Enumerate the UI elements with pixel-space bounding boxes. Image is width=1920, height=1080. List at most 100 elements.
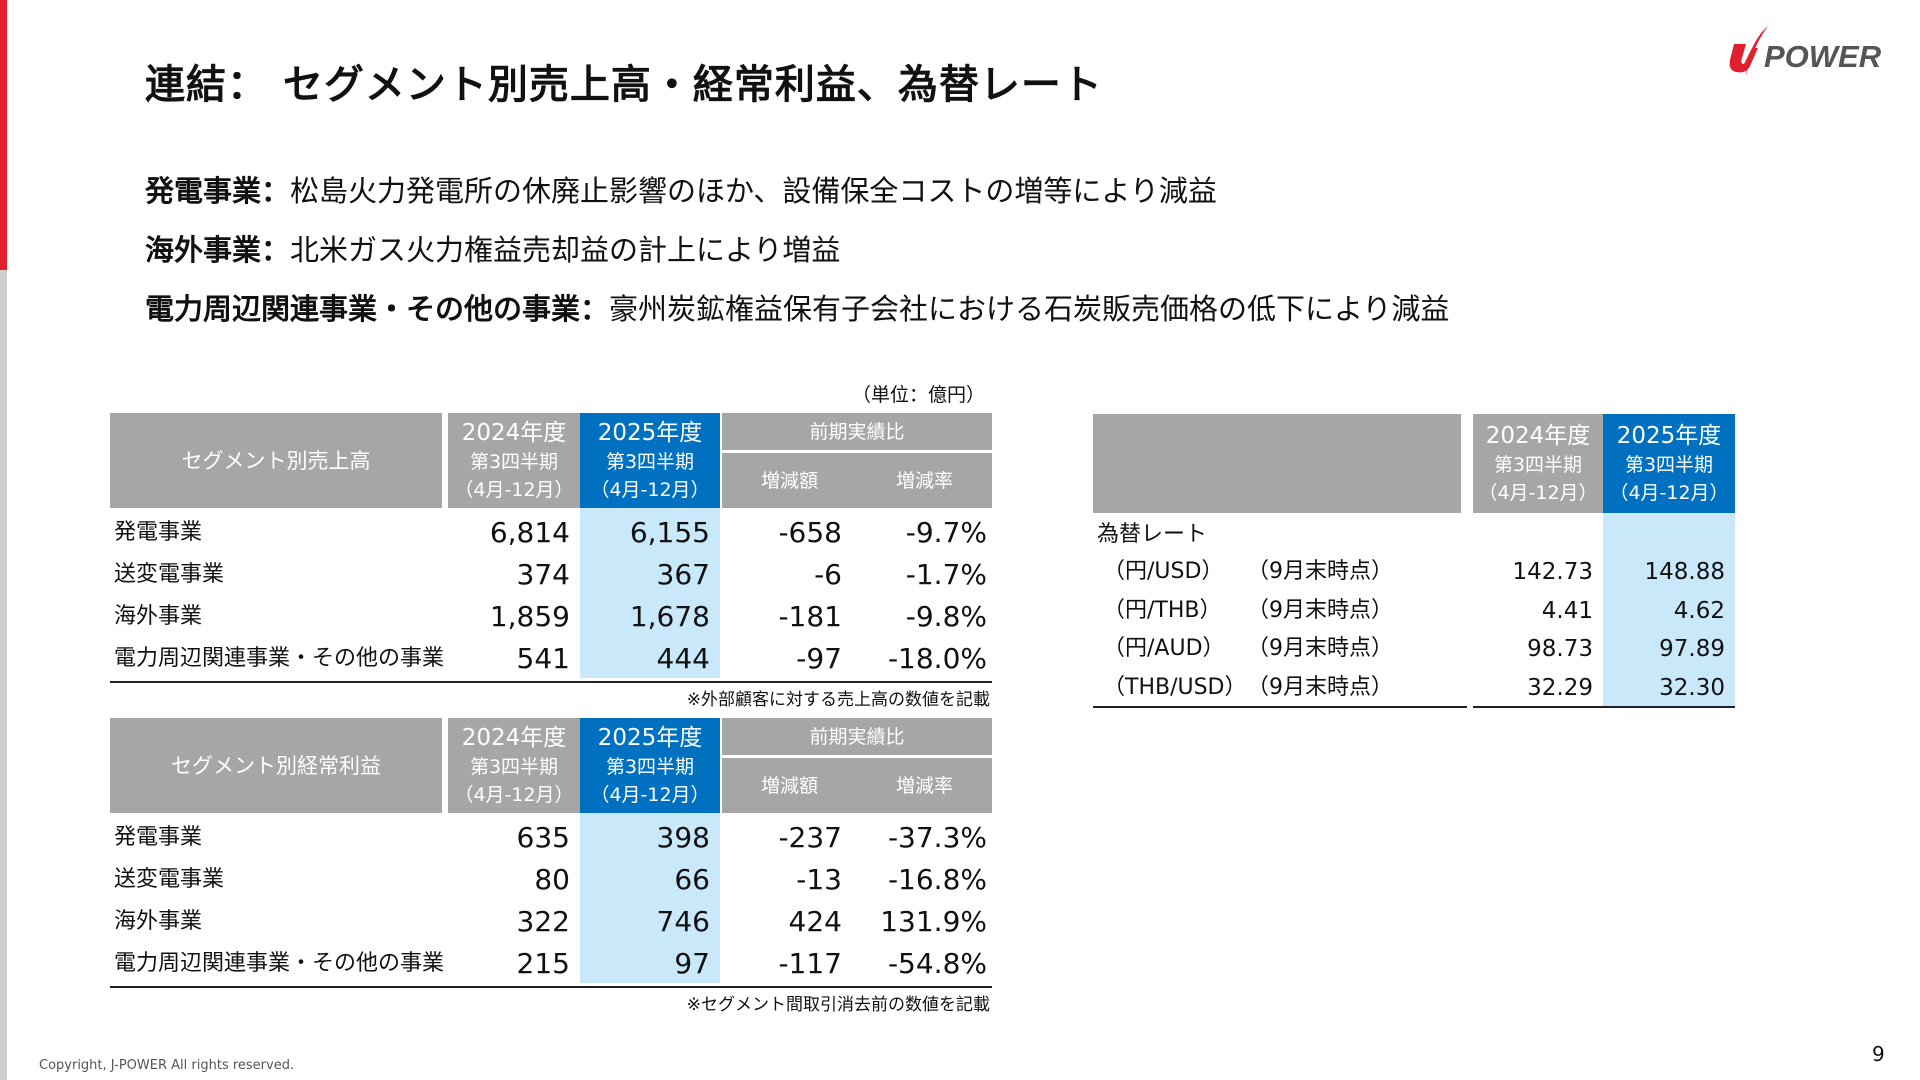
fy2025-value: 97.89 [1659, 636, 1725, 662]
period-label: 第3四半期 [605, 450, 695, 473]
accent-bar-grey [0, 270, 7, 1080]
months-label: （4月-12月） [1478, 481, 1598, 504]
months-label: （4月-12月） [590, 478, 710, 501]
rate-header: 増減率 [857, 758, 992, 813]
fy2024-header: 2024年度 第3四半期 （4月-12月） [448, 718, 580, 813]
fy2025-header: 2025年度第3四半期 （4月-12月） [1603, 414, 1735, 513]
diff-value: -117 [778, 947, 842, 980]
bullet-text: 豪州炭鉱権益保有子会社における石炭販売価格の低下により減益 [609, 292, 1450, 326]
year-label: 2024年度 [461, 724, 567, 751]
table-note: ※外部顧客に対する売上高の数値を記載 [686, 690, 990, 710]
page-title: 連結： セグメント別売上高・経常利益、為替レート [145, 62, 1103, 108]
fy2024-value: 1,859 [489, 600, 570, 633]
fy2025-header: 2025年度 第3四半期 （4月-12月） [580, 413, 720, 508]
rate-value: -9.7% [905, 516, 987, 549]
fy2025-value: 367 [656, 558, 710, 591]
table-bottom-rule [1093, 706, 1467, 708]
highlight-column [1603, 513, 1735, 707]
bullet-text: 北米ガス火力権益売却益の計上により増益 [290, 233, 841, 267]
fy2024-value: 635 [516, 821, 570, 854]
year-label: 2025年度 [1616, 422, 1722, 449]
fy2024-value: 142.73 [1512, 559, 1593, 585]
row-label: 送変電事業 [114, 562, 225, 587]
row-label: 海外事業 [114, 909, 203, 934]
compare-label: 前期実績比 [809, 420, 905, 443]
year-label: 2024年度 [461, 419, 567, 446]
bullet-label: 発電事業： [145, 174, 291, 208]
unit-label: （単位：億円） [852, 384, 986, 406]
diff-label: 増減額 [760, 774, 818, 797]
fy2024-value: 322 [516, 905, 570, 938]
rate-basis: （9月末時点） [1247, 597, 1393, 623]
fy2025-value: 6,155 [629, 516, 710, 549]
fy2025-value: 66 [674, 863, 710, 896]
rate-basis: （9月末時点） [1247, 636, 1393, 661]
rate-header: 増減率 [857, 453, 992, 508]
highlight-column [580, 508, 720, 678]
rate-value: -9.8% [905, 600, 987, 633]
diff-value: -658 [778, 516, 842, 549]
compare-header: 前期実績比 [722, 718, 992, 755]
fy2024-value: 32.29 [1527, 674, 1593, 701]
rate-value: 131.9% [880, 905, 987, 938]
label-header [1093, 414, 1461, 513]
rate-label: 増減率 [895, 774, 953, 797]
table-title: セグメント別経常利益 [171, 753, 381, 778]
fy2025-header: 2025年度第3四半期 （4月-12月） [580, 718, 720, 813]
rate-value: -54.8% [887, 947, 987, 980]
row-label: 送変電事業 [114, 867, 225, 892]
fy2025-value: 398 [656, 821, 710, 854]
bullet-label: 海外事業： [145, 233, 291, 267]
bullet-generation: 発電事業：松島火力発電所の休廃止影響のほか、設備保全コストの増等により減益 [145, 168, 1217, 210]
fy2025-value: 32.30 [1659, 674, 1725, 701]
months-label: （4月-12月） [590, 783, 710, 806]
table-bottom-rule [110, 986, 992, 988]
table-note: ※セグメント間取引消去前の数値を記載 [686, 995, 990, 1015]
rate-basis: （9月末時点） [1247, 674, 1393, 700]
compare-header: 前期実績比 [722, 413, 992, 450]
diff-header: 増減額 [722, 453, 857, 508]
fy2025-value: 148.88 [1644, 559, 1725, 585]
table-bottom-rule [110, 681, 992, 683]
diff-header: 増減額 [722, 758, 857, 813]
copyright: Copyright, J-POWER All rights reserved. [39, 1058, 295, 1073]
fy2024-value: 374 [516, 558, 570, 591]
rate-value: -37.3% [887, 821, 987, 854]
fy2024-value: 4.41 [1541, 597, 1593, 624]
bullet-overseas: 海外事業：北米ガス火力権益売却益の計上により増益 [145, 227, 840, 269]
months-label: （4月-12月） [454, 478, 574, 501]
diff-value: -6 [814, 558, 842, 591]
period-label: 第3四半期 [469, 450, 559, 473]
jpower-logo: POWER [1728, 18, 1900, 86]
bullet-label: 電力周辺関連事業・その他の事業： [145, 292, 610, 326]
months-label: （4月-12月） [1609, 481, 1729, 504]
diff-value: -97 [796, 642, 842, 675]
table-title-header: セグメント別売上高 [110, 413, 442, 508]
year-label: 2025年度 [597, 724, 703, 751]
fy2025-value: 746 [656, 905, 710, 938]
currency-pair: （円/USD） [1103, 559, 1224, 584]
fy2024-value: 6,814 [489, 516, 570, 549]
period-label: 第3四半期 [605, 755, 695, 778]
diff-label: 増減額 [760, 469, 818, 492]
fy2024-value: 215 [516, 947, 570, 980]
diff-value: -237 [778, 821, 842, 854]
section-label: 為替レート [1097, 522, 1208, 547]
page-number: 9 [1872, 1042, 1885, 1066]
highlight-column [580, 813, 720, 983]
fy2025-value: 1,678 [629, 600, 710, 633]
fy2024-header: 2024年度 第3四半期 （4月-12月） [1473, 414, 1603, 513]
fy2025-value: 97 [674, 947, 710, 980]
accent-bar-red [0, 0, 7, 270]
bullet-other: 電力周辺関連事業・その他の事業：豪州炭鉱権益保有子会社における石炭販売価格の低下… [145, 286, 1449, 328]
row-label: 発電事業 [114, 520, 203, 545]
row-label: 発電事業 [114, 825, 203, 850]
row-label: 電力周辺関連事業・その他の事業 [114, 646, 445, 671]
period-label: 第3四半期 [1493, 453, 1583, 476]
fy2024-value: 98.73 [1527, 636, 1593, 662]
months-label: （4月-12月） [454, 783, 574, 806]
row-label: 海外事業 [114, 604, 203, 629]
rate-value: -16.8% [887, 863, 987, 896]
fy2025-value: 444 [656, 642, 710, 675]
period-label: 第3四半期 [1624, 453, 1714, 476]
